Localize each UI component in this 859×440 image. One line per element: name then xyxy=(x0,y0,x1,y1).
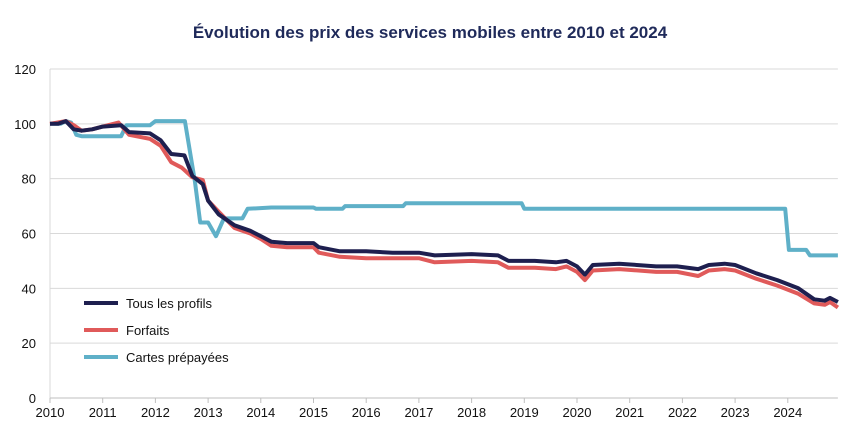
x-tick-label: 2014 xyxy=(246,405,275,420)
legend-label: Cartes prépayées xyxy=(126,350,229,365)
legend-label: Forfaits xyxy=(126,323,170,338)
x-tick-label: 2012 xyxy=(141,405,170,420)
x-tick-label: 2016 xyxy=(352,405,381,420)
x-tick-label: 2015 xyxy=(299,405,328,420)
x-tick-label: 2020 xyxy=(563,405,592,420)
series-line-1 xyxy=(49,119,840,310)
y-tick-label: 120 xyxy=(14,62,36,77)
x-tick-label: 2011 xyxy=(89,405,117,420)
y-tick-label: 40 xyxy=(22,281,36,296)
x-tick-label: 2019 xyxy=(510,405,539,420)
x-tick-label: 2010 xyxy=(36,405,65,420)
x-tick-label: 2017 xyxy=(404,405,433,420)
y-tick-label: 100 xyxy=(14,117,36,132)
x-tick-label: 2022 xyxy=(668,405,697,420)
x-tick-label: 2024 xyxy=(773,405,802,420)
y-tick-label: 80 xyxy=(22,172,36,187)
x-tick-label: 2013 xyxy=(194,405,223,420)
y-tick-label: 0 xyxy=(29,391,36,406)
series-line-2 xyxy=(50,119,838,258)
chart-title: Évolution des prix des services mobiles … xyxy=(193,23,668,42)
legend-label: Tous les profils xyxy=(126,296,212,311)
x-tick-label: 2023 xyxy=(721,405,750,420)
x-tick-label: 2018 xyxy=(457,405,486,420)
series-line-0 xyxy=(50,119,839,304)
y-tick-label: 60 xyxy=(22,227,36,242)
y-tick-label: 20 xyxy=(22,336,36,351)
x-tick-label: 2021 xyxy=(615,405,644,420)
